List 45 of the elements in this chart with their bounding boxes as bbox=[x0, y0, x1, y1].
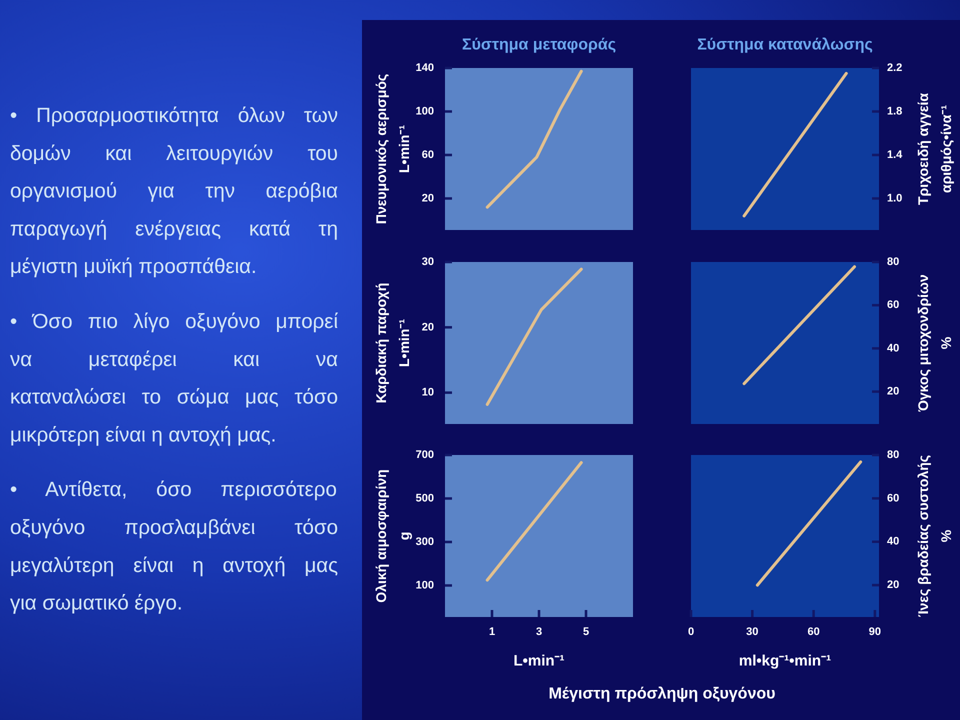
y-tick-label: 10 bbox=[422, 386, 434, 399]
x-axis-title: ml•kg⁻¹•min⁻¹ bbox=[738, 652, 832, 670]
y-tick-label: 700 bbox=[416, 449, 434, 461]
y2-axis-title: Τριχοειδή αγγεία αριθμός•ίνα⁻¹ bbox=[915, 92, 954, 205]
y-tick-label: 140 bbox=[416, 62, 434, 74]
y-axis-title: Καρδιακή παροχή L•min⁻¹ bbox=[373, 282, 412, 404]
y-tick-label: 300 bbox=[416, 536, 434, 548]
y-tick-label: 100 bbox=[416, 105, 434, 118]
text: • Προσαρμοστικότητα όλων των δομών και λειτουργιών του οργανισμού για την αερόβια παραγωγή ενέργειας κατά τη μέγιστη μυϊκή προσπάθεια. bbox=[10, 104, 338, 278]
x-axis-title: L•min⁻¹ bbox=[513, 652, 565, 670]
x-tick-label: 5 bbox=[582, 626, 590, 638]
line-series bbox=[486, 70, 583, 209]
y-axis-title: Πνευμονικός αερισμός L•min⁻¹ bbox=[373, 74, 412, 224]
x-tick-label: 60 bbox=[807, 626, 820, 638]
y2-tick-label: 20 bbox=[887, 579, 900, 592]
y-axis-title: Ολική αιμοσφαιρίνη g bbox=[373, 469, 412, 603]
y2-tick-label: 80 bbox=[887, 256, 900, 268]
y2-tick-label: 1.0 bbox=[887, 192, 902, 204]
y-tick-label: 20 bbox=[422, 321, 434, 334]
chart-title: Σύστημα κατανάλωσης bbox=[697, 36, 873, 54]
x-tick-label: 0 bbox=[688, 626, 694, 638]
y2-tick-label: 60 bbox=[887, 299, 900, 312]
y-tick-label: 20 bbox=[422, 192, 434, 204]
x-tick-label: 3 bbox=[536, 626, 542, 638]
x-tick-label: 1 bbox=[488, 626, 496, 638]
y2-tick-label: 40 bbox=[887, 342, 900, 354]
y2-tick-label: 1.8 bbox=[887, 105, 902, 118]
y2-axis-title: Ίνες βραδείας συστολής % bbox=[915, 454, 954, 618]
x-tick-label: 30 bbox=[746, 626, 758, 638]
y-tick-label: 60 bbox=[422, 148, 434, 161]
y-tick-label: 100 bbox=[416, 579, 434, 592]
text: • Όσο πιο λίγο οξυγόνο μπορεί να μεταφέρει και να καταναλώσει το σώμα μας τόσο μικρότερη είναι η αντοχή μας. bbox=[10, 310, 338, 446]
y-tick-label: 500 bbox=[416, 492, 434, 504]
y2-tick-label: 60 bbox=[887, 492, 900, 504]
x-tick-label: 90 bbox=[868, 626, 882, 638]
y2-tick-label: 2.2 bbox=[887, 62, 902, 74]
y2-tick-label: 40 bbox=[887, 536, 900, 548]
y2-tick-label: 20 bbox=[887, 386, 900, 398]
text: • Αντίθετα, όσο περισσότερο οξυγόνο προσλαμβάνει τόσο μεγαλύτερη είναι η αντοχή μας για σωματικό έργο. bbox=[10, 478, 338, 615]
y2-tick-label: 80 bbox=[887, 449, 900, 461]
y2-tick-label: 1.4 bbox=[887, 148, 904, 161]
chart-title: Σύστημα μεταφοράς bbox=[462, 36, 616, 54]
y-tick-label: 30 bbox=[422, 256, 434, 268]
text: Μέγιστη πρόσληψη οξυγόνου bbox=[548, 686, 776, 702]
y2-axis-title: Όγκος μιτοχονδρίων % bbox=[915, 274, 954, 413]
